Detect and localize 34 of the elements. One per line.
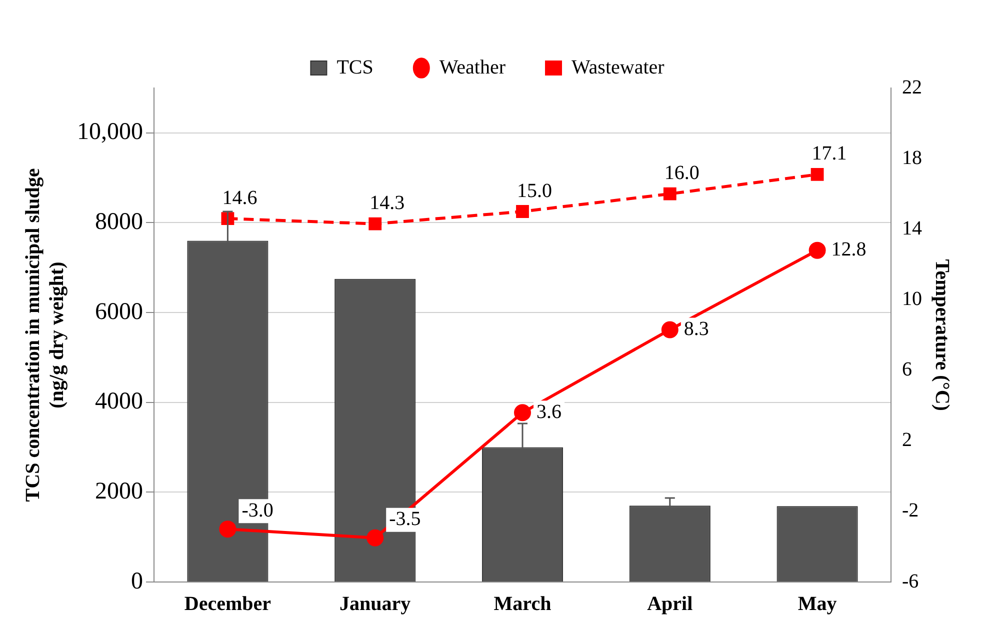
data-label: 14.3 [370,192,405,214]
y2-axis-title: Temperature (°C) [930,259,953,411]
y-tick-label: 10,000 [77,119,143,146]
y2-tick-label: 14 [902,217,922,240]
y-axis-title: TCS concentration in municipal sludge (ng/g dry weight) [22,168,68,502]
x-tick-label: March [494,593,552,616]
legend-label: Wastewater [572,56,665,78]
y2-tick-label: -2 [902,500,919,522]
legend-label: Weather [439,56,506,78]
data-label: 17.1 [812,142,847,165]
data-label: -3.0 [242,499,274,522]
legend-label: TCS [336,56,374,78]
x-tick-label: December [184,593,272,616]
data-label: 14.6 [222,186,258,209]
data-label: -3.5 [389,508,421,530]
y-tick-label: 6000 [95,298,143,325]
data-label: 3.6 [536,400,562,423]
x-tick-label: April [647,593,694,616]
y-tick-label: 8000 [95,209,143,236]
y2-tick-label: -6 [902,570,919,592]
y-tick-label: 4000 [95,388,143,415]
y2-tick-label: 18 [902,146,922,169]
x-tick-label: January [340,593,411,616]
y2-tick-label: 22 [902,76,922,98]
y2-tick-label: 6 [902,358,912,381]
data-label: 16.0 [664,162,700,184]
data-label: 12.8 [831,238,866,261]
y-tick-label: 2000 [95,478,143,504]
y-tick-label: 0 [131,568,143,594]
y2-tick-label: 2 [902,429,912,452]
data-label: 15.0 [517,180,552,202]
y2-tick-label: 10 [902,288,922,310]
x-tick-label: May [798,593,837,616]
data-label: 8.3 [684,318,709,340]
